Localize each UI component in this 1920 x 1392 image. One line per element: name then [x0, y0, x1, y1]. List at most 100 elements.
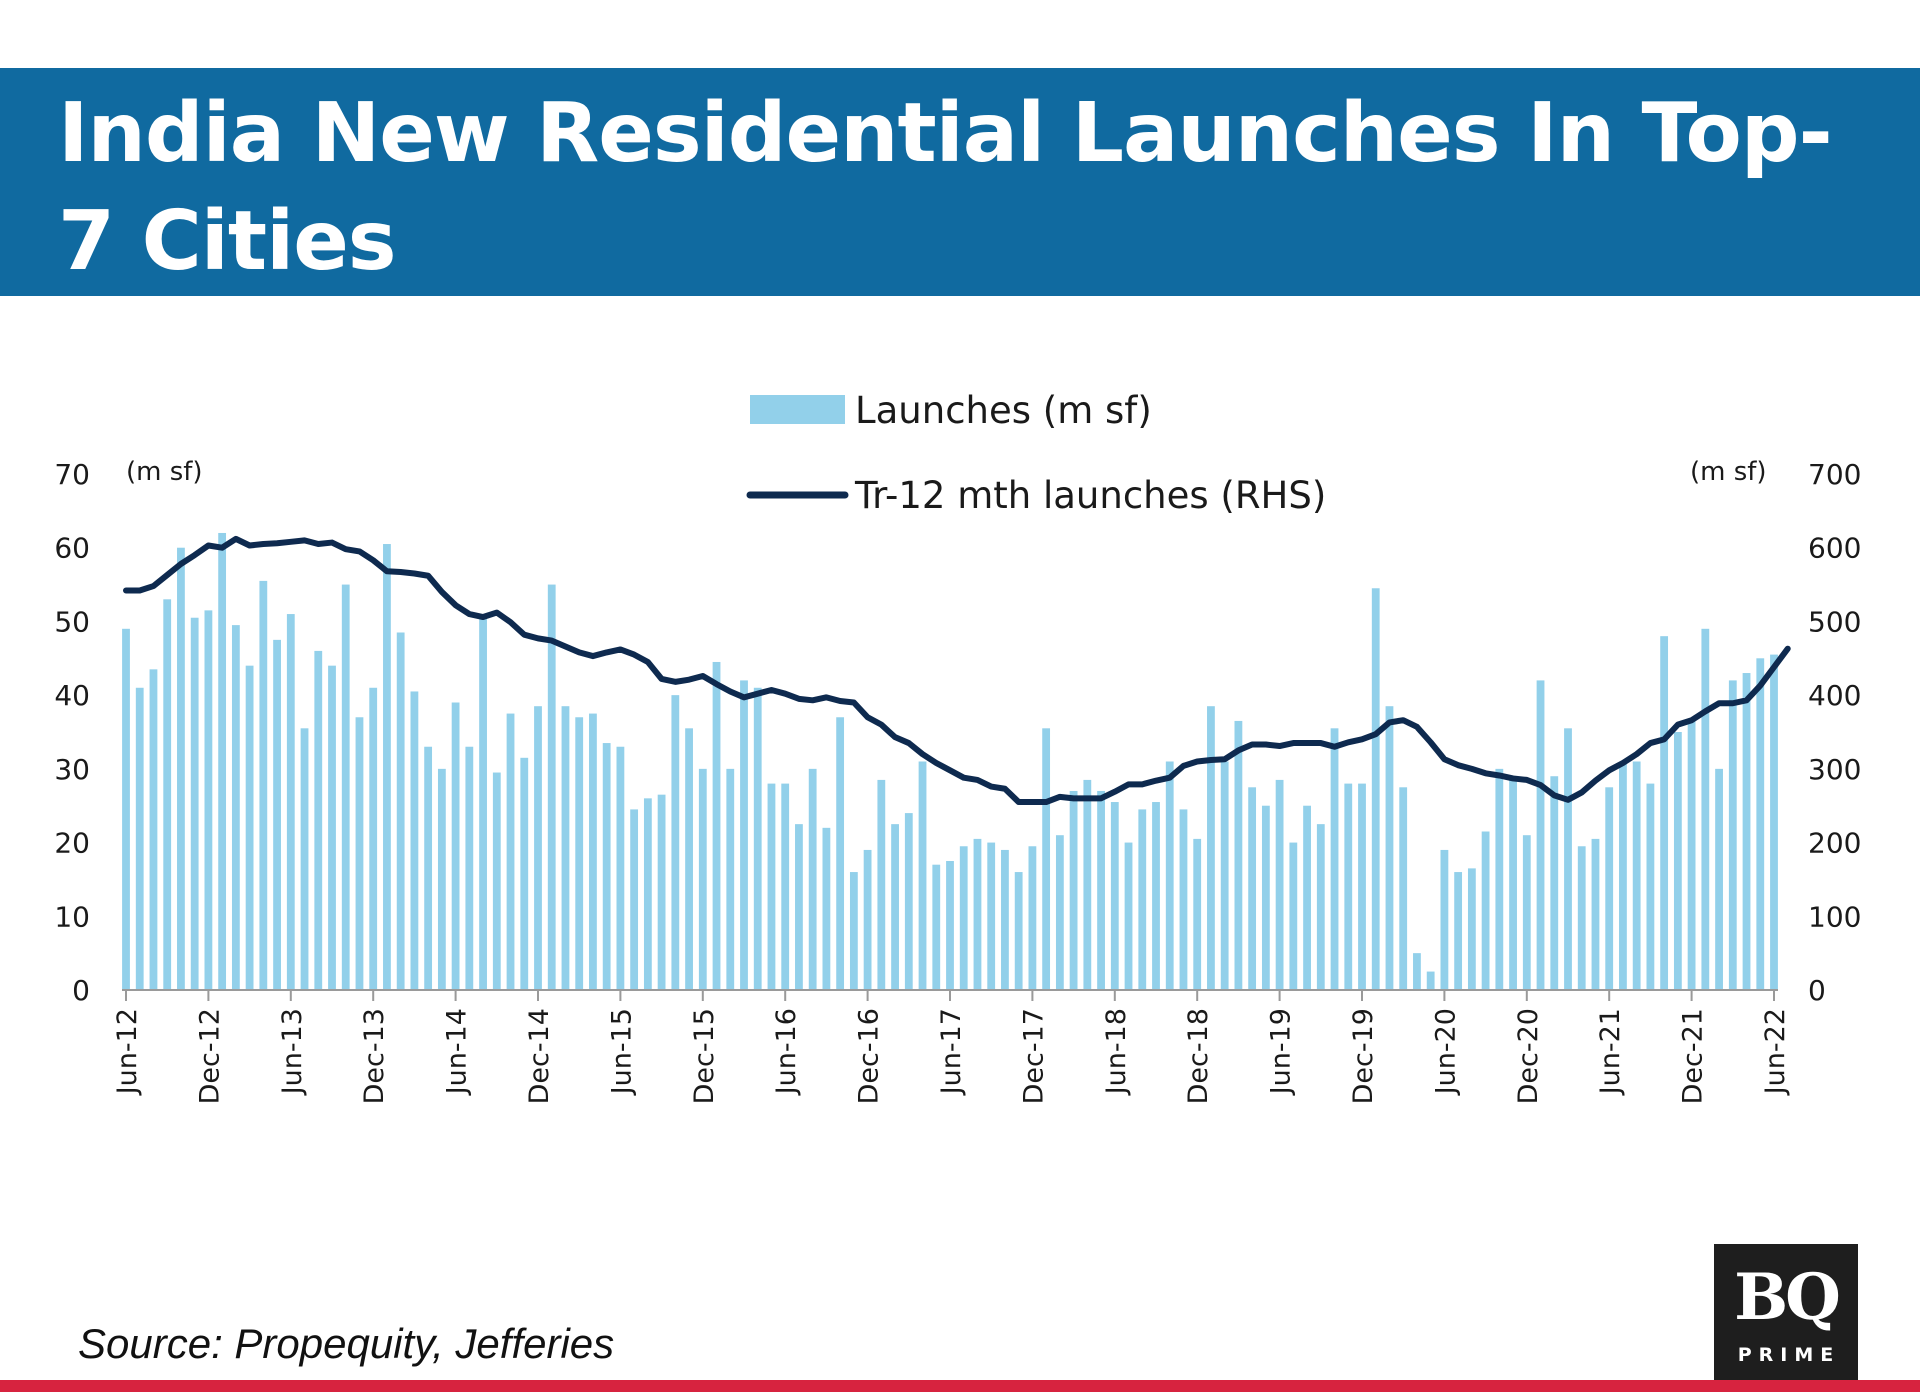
- launch-bar: [190, 617, 199, 990]
- launch-bar: [1207, 706, 1215, 990]
- x-axis-tick-marks: [125, 990, 1775, 1001]
- legend-bar-swatch: [750, 395, 845, 424]
- right-tick-label: 200: [1808, 827, 1861, 860]
- launch-bar: [479, 614, 487, 990]
- launch-bar: [643, 798, 652, 990]
- launch-bar: [1481, 831, 1490, 990]
- launch-bar: [204, 610, 213, 990]
- x-tick-label: Dec-20: [1513, 1008, 1544, 1104]
- x-tick-label: Dec-14: [524, 1008, 555, 1104]
- launch-bar: [1248, 787, 1257, 990]
- left-axis-ticks: 0 10 20 30 40 50 60 70: [54, 458, 90, 1007]
- launch-bar: [1193, 838, 1202, 990]
- x-tick-label: Dec-15: [689, 1008, 720, 1104]
- launch-bar: [1330, 728, 1339, 990]
- launch-bar: [795, 824, 803, 990]
- launch-bar: [1358, 783, 1366, 990]
- launch-bar: [1275, 779, 1284, 990]
- launch-bar: [1742, 673, 1751, 990]
- launch-bar: [231, 625, 240, 990]
- launch-bar: [1014, 872, 1023, 990]
- launch-bar: [767, 783, 776, 990]
- launch-bar: [1701, 628, 1710, 990]
- launch-bar: [685, 728, 693, 990]
- launch-bar: [712, 661, 721, 990]
- launch-bar: [1495, 768, 1504, 990]
- launch-bar: [1646, 783, 1655, 990]
- launch-bar: [918, 761, 927, 990]
- launch-bar: [1001, 849, 1009, 990]
- launch-bar: [149, 669, 158, 990]
- launch-bar: [1083, 779, 1092, 990]
- launch-bar: [1344, 783, 1353, 990]
- launch-bar: [1152, 802, 1160, 990]
- chart: Launches (m sf) Tr-12 mth launches (RHS)…: [54, 389, 1861, 1104]
- launch-bar: [1138, 809, 1147, 990]
- launch-bar: [1536, 680, 1545, 990]
- launch-bar: [891, 824, 899, 990]
- launch-bar: [245, 665, 254, 990]
- left-tick-label: 60: [54, 532, 90, 565]
- launch-bar: [987, 842, 996, 990]
- launch-bar: [396, 632, 405, 990]
- launch-bar: [135, 687, 144, 990]
- legend-label-trailing: Tr-12 mth launches (RHS): [854, 474, 1326, 517]
- launch-bar: [602, 743, 611, 990]
- right-tick-label: 100: [1808, 900, 1861, 933]
- launch-bar: [122, 628, 130, 990]
- launch-bar: [1124, 842, 1133, 990]
- x-tick-label: Jun-16: [771, 1008, 802, 1096]
- x-tick-label: Dec-13: [359, 1008, 390, 1104]
- launch-bar: [1303, 805, 1311, 990]
- launch-bar: [657, 794, 666, 990]
- launch-bar: [314, 650, 323, 990]
- launch-bar: [1673, 732, 1682, 990]
- launch-bar: [369, 687, 378, 990]
- x-tick-label: Dec-16: [854, 1008, 885, 1104]
- launch-bar: [1042, 728, 1051, 990]
- launch-bar: [1591, 838, 1600, 990]
- launch-bar: [1632, 761, 1641, 990]
- launch-bar: [671, 695, 680, 990]
- launch-bar: [1619, 761, 1627, 990]
- launch-bar: [630, 809, 639, 990]
- launch-bar: [1770, 654, 1778, 990]
- launch-bar: [561, 706, 570, 990]
- x-tick-label: Jun-17: [936, 1008, 967, 1096]
- launch-bar: [808, 768, 817, 990]
- right-tick-label: 500: [1808, 605, 1861, 638]
- launch-bar: [1261, 805, 1270, 990]
- launch-bar: [1289, 842, 1298, 990]
- left-tick-label: 10: [54, 900, 90, 933]
- launch-bar: [355, 717, 364, 990]
- launch-bar: [1756, 658, 1765, 990]
- right-tick-label: 600: [1808, 532, 1861, 565]
- launch-bar: [1385, 706, 1394, 990]
- launch-bar: [1179, 809, 1188, 990]
- launch-bar: [1728, 680, 1737, 990]
- launch-bar: [451, 702, 460, 990]
- launch-bar: [959, 846, 968, 990]
- launch-bar: [273, 639, 281, 990]
- x-tick-label: Dec-21: [1678, 1008, 1709, 1104]
- launch-bar: [1426, 971, 1435, 990]
- launch-bar: [424, 746, 433, 990]
- launch-bar: [877, 779, 886, 990]
- launch-bar: [849, 872, 858, 990]
- launch-bar: [836, 717, 845, 990]
- launch-bar: [1220, 761, 1229, 990]
- right-tick-label: 300: [1808, 753, 1861, 786]
- x-tick-label: Jun-18: [1101, 1008, 1132, 1096]
- launch-bar: [1165, 761, 1174, 990]
- launch-bar: [932, 864, 941, 990]
- launch-bar: [520, 757, 529, 990]
- launch-bar: [822, 827, 831, 990]
- legend-label-launches: Launches (m sf): [855, 389, 1152, 432]
- launch-bar: [163, 599, 172, 990]
- title-banner: [0, 68, 1920, 296]
- launch-bar: [300, 728, 309, 990]
- right-tick-label: 400: [1808, 679, 1861, 712]
- launch-bar: [1715, 768, 1723, 990]
- launch-bar: [973, 838, 982, 990]
- launch-bar: [1564, 728, 1572, 990]
